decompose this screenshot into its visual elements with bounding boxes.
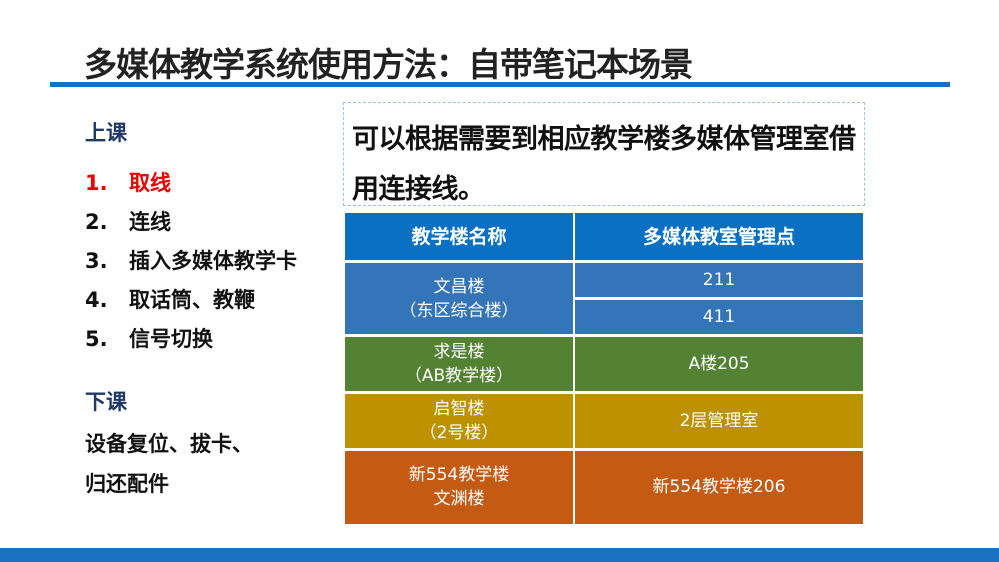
step-label: 连线 — [129, 210, 171, 234]
building-name: 启智楼 — [433, 399, 485, 419]
step-num: 4. — [85, 288, 108, 312]
table-row: 新554教学楼 文渊楼 新554教学楼206 — [343, 448, 865, 526]
building-name: 文昌楼 — [433, 276, 485, 297]
building-alias: （2号楼） — [419, 423, 499, 443]
table-row: 文昌楼 （东区综合楼） 211 — [343, 260, 865, 337]
step-label: 信号切换 — [129, 327, 213, 351]
management-table: 教学楼名称 多媒体教室管理点 文昌楼 （东区综合楼） 211 411 求是楼 （AB… — [343, 210, 865, 526]
header-point: 多媒体教室管理点 — [573, 210, 865, 263]
building-cell: 启智楼 （2号楼） — [343, 391, 575, 451]
footer-bar — [0, 548, 999, 562]
slide-title: 多媒体教学系统使用方法：自带笔记本场景 — [84, 45, 693, 84]
building-alias: （AB教学楼） — [404, 366, 514, 386]
step-4: 4. 取话筒、教鞭 — [85, 284, 255, 314]
building-cell: 新554教学楼 文渊楼 — [343, 448, 575, 526]
step-label: 取线 — [129, 171, 171, 195]
building-alias: 文渊楼 — [433, 489, 485, 510]
point-cell: 新554教学楼206 — [573, 448, 865, 526]
building-name: 新554教学楼 — [408, 465, 510, 486]
step-5: 5. 信号切换 — [85, 323, 213, 353]
step-3: 3. 插入多媒体教学卡 — [85, 245, 297, 275]
callout-note: 可以根据需要到相应教学楼多媒体管理室借用连接线。 — [343, 102, 865, 206]
title-divider — [50, 82, 950, 87]
step-2: 2. 连线 — [85, 206, 171, 236]
point-cell: 2层管理室 — [573, 391, 865, 451]
table-header-row: 教学楼名称 多媒体教室管理点 — [343, 210, 865, 263]
step-label: 插入多媒体教学卡 — [129, 249, 297, 273]
building-alias: （东区综合楼） — [399, 300, 519, 321]
header-building: 教学楼名称 — [343, 210, 575, 263]
class-end-heading: 下课 — [85, 390, 127, 414]
table-row: 411 — [344, 297, 865, 337]
step-num: 2. — [85, 210, 108, 234]
point-cell: A楼205 — [573, 334, 865, 394]
end-line-2: 归还配件 — [85, 472, 169, 496]
end-line-1: 设备复位、拔卡、 — [85, 432, 253, 456]
step-num: 1. — [85, 171, 108, 195]
step-num: 3. — [85, 249, 108, 273]
step-label: 取话筒、教鞭 — [129, 288, 255, 312]
class-start-heading: 上课 — [85, 121, 127, 145]
step-1: 1. 取线 — [85, 167, 171, 197]
building-cell: 求是楼 （AB教学楼） — [343, 334, 575, 394]
point-cell: 211 — [573, 260, 865, 300]
building-name: 求是楼 — [433, 342, 485, 362]
step-num: 5. — [85, 327, 108, 351]
table-row: 求是楼 （AB教学楼） A楼205 — [343, 334, 865, 394]
table-row: 启智楼 （2号楼） 2层管理室 — [343, 391, 865, 451]
building-cell: 文昌楼 （东区综合楼） — [343, 260, 575, 337]
point-cell: 411 — [573, 297, 865, 337]
